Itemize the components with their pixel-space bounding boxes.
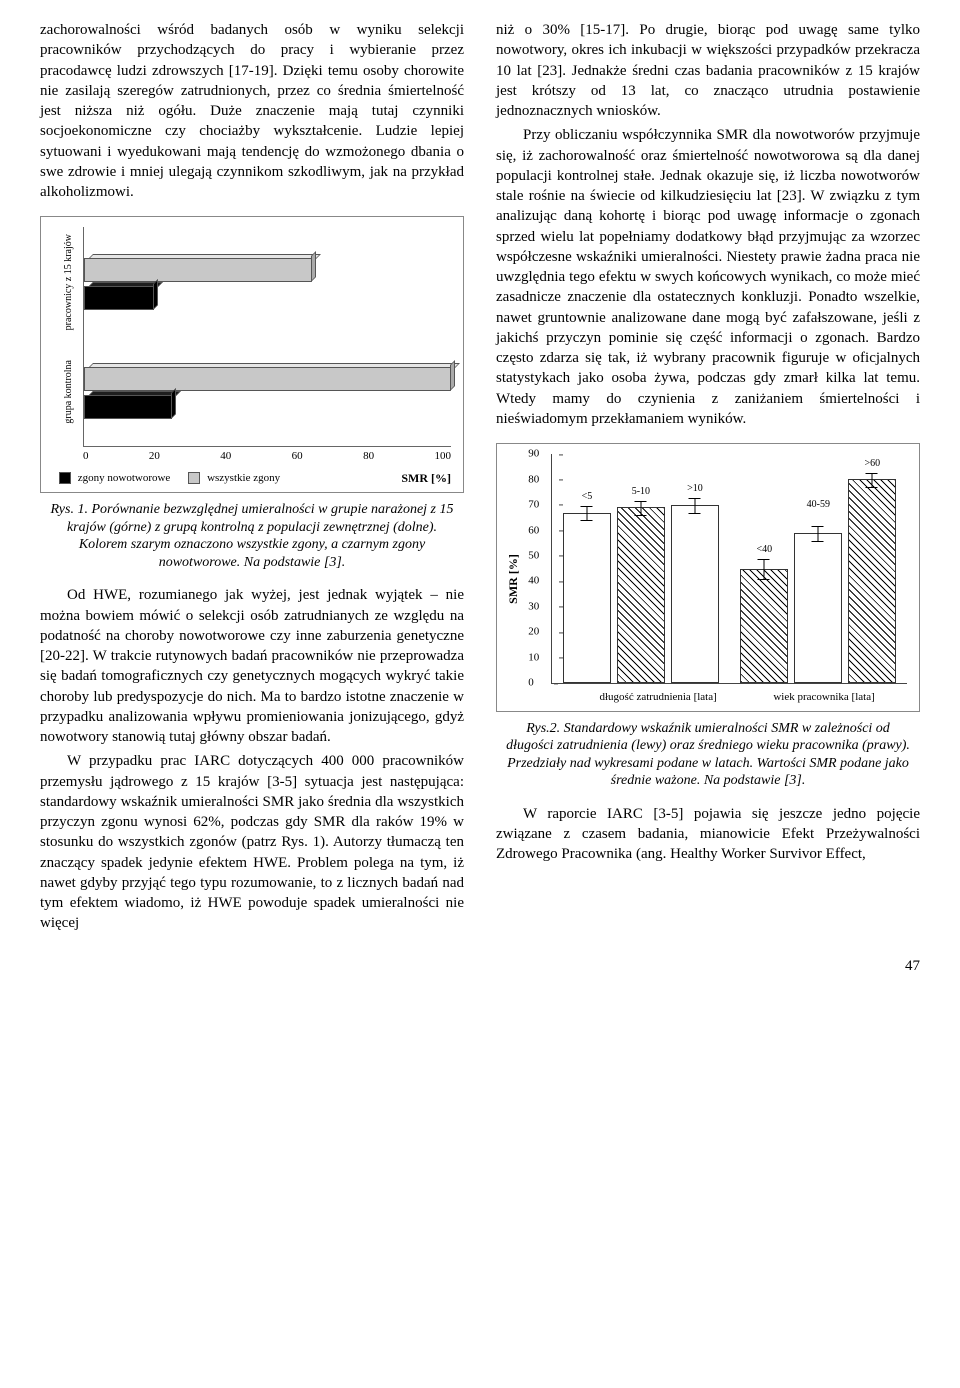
figure-1-xtick: 60 [292,449,303,464]
figure-1-bar [84,391,451,419]
figure-1-axis-label: SMR [%] [401,470,451,486]
figure-2-error-bar [640,501,641,516]
figure-2-xlabel: długość zatrudnienia [lata] [575,690,741,705]
figure-2-error-bar [694,498,695,513]
figure-1-caption: Rys. 1. Porównanie bezwzględnej umieraln… [48,501,456,571]
figure-2-bar-label: >60 [864,457,880,471]
figure-2-bar: 5-10 [617,507,665,683]
paragraph: W raporcie IARC [3-5] pojawia się jeszcz… [496,804,920,865]
figure-1: pracownicy z 15 krajówgrupa kontrolna 0 2… [40,216,464,493]
page-number: 47 [40,956,920,976]
figure-2-ytick: 50 [528,548,539,563]
figure-2-bar: <5 [563,513,611,683]
figure-2-bar-label: 40-59 [807,498,830,512]
figure-1-bar [84,254,451,282]
figure-2-ytick: 80 [528,472,539,487]
figure-2-ytick: 10 [528,650,539,665]
paragraph: Od HWE, rozumianego jak wyżej, jest jedn… [40,585,464,747]
figure-1-legend-item: zgony nowotworowe [59,471,170,486]
figure-2-ytick: 0 [528,676,534,691]
figure-2-ytick: 40 [528,574,539,589]
figure-1-bar-row [84,238,451,326]
figure-2: SMR [%] 0102030405060708090<55-10>10<404… [496,443,920,712]
paragraph: zachorowalności wśród badanych osób w wy… [40,20,464,202]
figure-2-bar: <40 [740,569,788,684]
figure-2-ylabel: SMR [%] [503,454,523,705]
figure-1-ylabel: grupa kontrolna [56,337,82,447]
figure-2-ytick: 60 [528,523,539,538]
figure-2-bar-group: <55-10>10 [552,454,729,683]
figure-2-error-bar [818,526,819,541]
figure-1-chart: pracownicy z 15 krajówgrupa kontrolna 0 2… [40,216,464,493]
figure-1-xtick: 80 [363,449,374,464]
figure-2-bar: 40-59 [794,533,842,683]
figure-1-bar [84,282,451,310]
figure-2-error-bar [764,559,765,579]
figure-2-ytick: 70 [528,497,539,512]
figure-1-legend-item: wszystkie zgony [188,471,280,486]
figure-1-xtick: 20 [149,449,160,464]
figure-2-bar: >60 [848,479,896,683]
figure-2-bar-label: 5-10 [632,485,650,499]
figure-2-caption: Rys.2. Standardowy wskaźnik umieralności… [504,720,912,790]
figure-1-xtick: 40 [220,449,231,464]
figure-1-ylabel: pracownicy z 15 krajów [56,227,82,337]
figure-2-ytick: 20 [528,625,539,640]
figure-2-ytick: 30 [528,599,539,614]
figure-1-xtick: 100 [434,449,451,464]
figure-2-error-bar [586,506,587,521]
paragraph: Przy obliczaniu współczynnika SMR dla no… [496,125,920,429]
figure-2-bar-label: <5 [582,490,593,504]
figure-2-bar-label: >10 [687,482,703,496]
figure-2-bar-label: <40 [756,543,772,557]
figure-2-xlabel: wiek pracownika [lata] [741,690,907,705]
figure-2-chart: SMR [%] 0102030405060708090<55-10>10<404… [496,443,920,712]
figure-2-bar: >10 [671,505,719,683]
figure-2-bar-group: <4040-59>60 [730,454,907,683]
figure-1-bar [84,363,451,391]
right-column: niż o 30% [15-17]. Po drugie, biorąc pod… [496,20,920,938]
left-column: zachorowalności wśród badanych osób w wy… [40,20,464,938]
figure-1-bar-row [84,348,451,436]
figure-2-error-bar [872,473,873,488]
paragraph: W przypadku prac IARC dotyczących 400 00… [40,751,464,933]
paragraph: niż o 30% [15-17]. Po drugie, biorąc pod… [496,20,920,121]
figure-1-xtick: 0 [83,449,89,464]
figure-2-ytick: 90 [528,447,539,462]
